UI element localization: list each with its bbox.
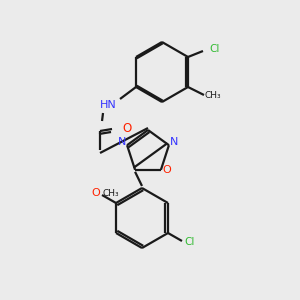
Text: O: O: [163, 165, 171, 175]
Text: N: N: [170, 137, 178, 147]
Text: HN: HN: [100, 100, 116, 110]
Text: CH₃: CH₃: [205, 92, 222, 100]
Text: Cl: Cl: [209, 44, 219, 54]
Text: CH₃: CH₃: [102, 188, 119, 197]
Text: Cl: Cl: [184, 237, 194, 247]
Text: O: O: [122, 122, 131, 134]
Text: N: N: [118, 137, 126, 147]
Text: O: O: [91, 188, 100, 198]
